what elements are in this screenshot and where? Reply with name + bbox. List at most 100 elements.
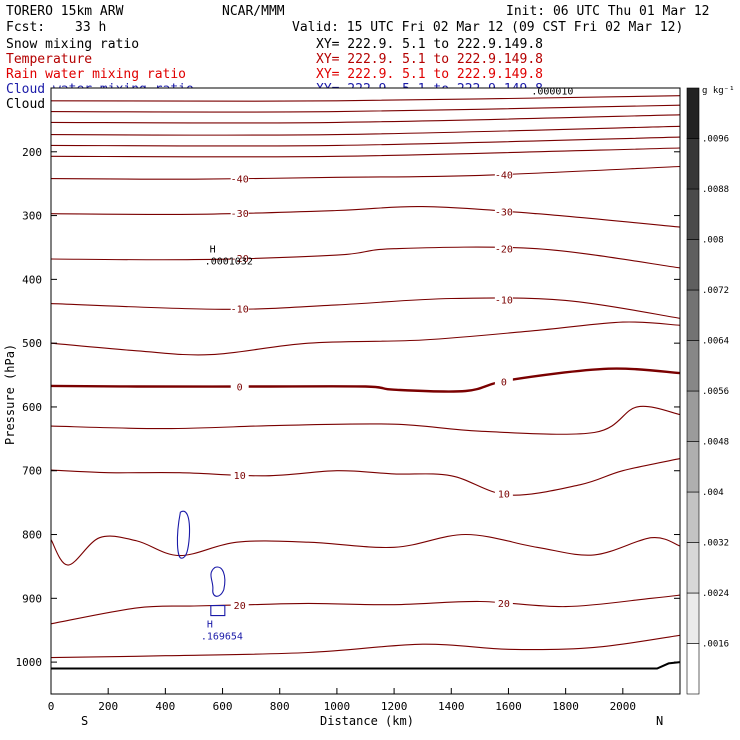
cloud-ice-high-marker: H (210, 245, 216, 256)
temperature-contour (50, 321, 681, 356)
contour-label: -30 (231, 209, 249, 220)
contour-label: -10 (495, 295, 513, 306)
temperature-contour (50, 95, 681, 102)
cloud-water-contour (210, 604, 226, 617)
model-title: TORERO 15km ARW (6, 4, 124, 19)
contour-label-bg (494, 242, 513, 254)
field-xy: XY= 222.9. 5.1 to 222.9.149.8 (316, 52, 543, 67)
colorbar-bin (686, 289, 700, 341)
contour-label: -20 (495, 245, 513, 256)
temperature-contour (50, 104, 681, 113)
temperature-contour (50, 125, 681, 136)
y-tick-label: 1000 (16, 656, 43, 669)
contour-label-bg (230, 207, 249, 219)
temperature-contour (50, 297, 681, 319)
colorbar-units: g kg⁻¹ (702, 86, 735, 96)
colorbar-tick-label: .004 (702, 488, 724, 498)
cloud-water-contour (176, 510, 191, 559)
temperature-contour (50, 533, 681, 566)
snow-high-value: .000010 (531, 86, 573, 97)
temperature-contour (50, 246, 681, 269)
contour-label: -10 (231, 305, 249, 316)
y-tick-label: 900 (22, 592, 42, 605)
y-tick-label: 300 (22, 210, 42, 223)
temperature-contour (50, 136, 681, 147)
colorbar-bin (686, 491, 700, 543)
temperature-contour (50, 634, 681, 659)
plot-background (51, 88, 680, 694)
endpoint-south: S (81, 714, 88, 728)
contour-label-bg (230, 302, 249, 314)
x-tick-label: 800 (270, 700, 290, 713)
colorbar-tick-label: .0024 (702, 589, 729, 599)
colorbar-tick-label: .008 (702, 236, 724, 246)
colorbar-bin (686, 87, 700, 139)
colorbar-tick-label: .0064 (702, 337, 729, 347)
field-xy: XY= 222.9. 5.1 to 222.9.149.8 (316, 37, 543, 52)
ground-surface (51, 661, 681, 670)
contour-label: 10 (498, 489, 510, 500)
colorbar-tick-label: .0016 (702, 640, 729, 650)
contour-label-bg (230, 598, 249, 610)
contour-label-bg (230, 380, 249, 392)
contour-label: -40 (495, 170, 513, 181)
cloud-ice-high-value: .0001032 (205, 257, 253, 268)
y-tick-label: 700 (22, 465, 42, 478)
contour-label: -20 (231, 254, 249, 265)
colorbar-tick-label: .0088 (702, 185, 729, 195)
temperature-contour (50, 594, 681, 625)
temperature-contour (50, 114, 681, 124)
endpoint-north: N (656, 714, 663, 728)
contour-label-bg (230, 172, 249, 184)
temperature-contour (50, 367, 681, 393)
init-time: Init: 06 UTC Thu 01 Mar 12 (506, 4, 710, 19)
temperature-contour (50, 458, 681, 496)
contour-label: -30 (495, 208, 513, 219)
x-tick-label: 1800 (552, 700, 579, 713)
field-name: Temperature (6, 52, 92, 67)
temperature-contour (50, 165, 681, 180)
contour-label: 0 (237, 383, 243, 394)
x-tick-label: 1000 (324, 700, 351, 713)
y-tick-label: 400 (22, 273, 42, 286)
x-tick-label: 400 (155, 700, 175, 713)
temperature-contour (50, 147, 681, 158)
colorbar-bin (686, 390, 700, 442)
plot-frame (50, 87, 681, 695)
cloud-water-high-value: .169654 (201, 632, 243, 643)
contour-label-bg (230, 468, 249, 480)
colorbar-bin (686, 441, 700, 493)
x-tick-label: 200 (98, 700, 118, 713)
y-tick-label: 500 (22, 337, 42, 350)
cloud-water-contour (210, 566, 226, 597)
colorbar-bin (686, 592, 700, 644)
y-axis-label: Pressure (hPa) (3, 344, 17, 445)
x-tick-label: 600 (213, 700, 233, 713)
colorbar-bin (686, 542, 700, 594)
center-title: NCAR/MMM (222, 4, 285, 19)
field-xy: XY= 222.9. 5.1 to 222.9.149.8 (316, 67, 543, 82)
colorbar-tick-label: .0096 (702, 135, 729, 145)
contour-label-bg (230, 252, 249, 264)
temperature-contour (50, 405, 681, 435)
colorbar-bin (686, 138, 700, 190)
colorbar: .0016 .0024 .0032 .004 .0048 .0056 .0064 .0072.… (686, 86, 735, 695)
contour-label: 20 (498, 599, 510, 610)
colorbar-bin (686, 188, 700, 240)
colorbar-bin (686, 340, 700, 392)
contour-label-bg (494, 487, 513, 499)
y-tick-label: 800 (22, 529, 42, 542)
x-tick-label: 1600 (495, 700, 522, 713)
y-tick-label: 600 (22, 401, 42, 414)
contour-label: 0 (501, 377, 507, 388)
x-tick-label: 0 (48, 700, 55, 713)
fcst-label: Fcst: (6, 20, 45, 35)
cloud-water-high-marker: H (207, 620, 213, 631)
colorbar-tick-label: .0056 (702, 387, 729, 397)
field-name: Rain water mixing ratio (6, 67, 186, 82)
contour-label: 10 (234, 471, 246, 482)
contour-label-bg (494, 375, 513, 387)
